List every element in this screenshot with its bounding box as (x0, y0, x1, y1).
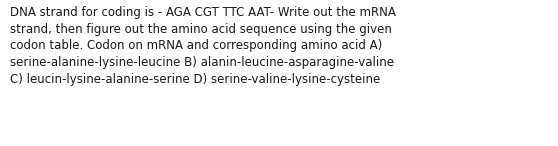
Text: DNA strand for coding is - AGA CGT TTC AAT- Write out the mRNA
strand, then figu: DNA strand for coding is - AGA CGT TTC A… (10, 6, 396, 86)
